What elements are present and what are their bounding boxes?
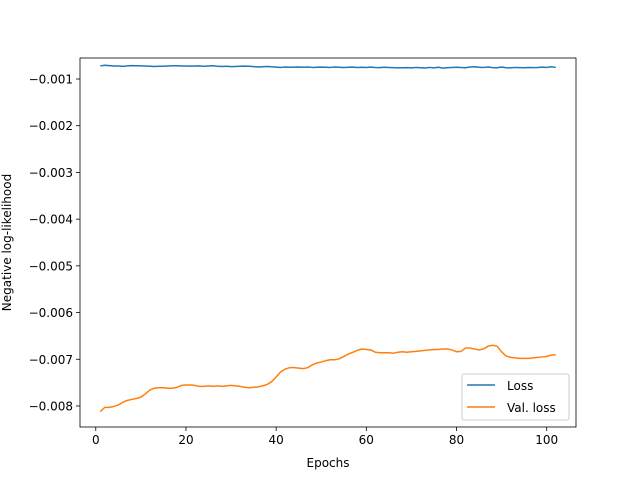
y-tick-label: −0.006 xyxy=(29,306,73,320)
series-line-val-loss xyxy=(99,344,556,413)
y-tick-label: −0.001 xyxy=(29,73,73,87)
y-tick-label: −0.003 xyxy=(29,166,73,180)
x-axis-label: Epochs xyxy=(307,456,350,470)
x-tick-label: 40 xyxy=(269,433,284,447)
y-tick-label: −0.004 xyxy=(29,213,73,227)
legend-label-val-loss: Val. loss xyxy=(507,401,556,415)
series-layer xyxy=(99,64,556,413)
legend: Loss Val. loss xyxy=(461,373,570,421)
x-tick-label: 100 xyxy=(535,433,558,447)
y-tick-label: −0.005 xyxy=(29,259,73,273)
series-line-loss xyxy=(100,64,556,69)
y-axis-ticks: −0.008 −0.007 −0.006 −0.005 −0.004 −0.003 −0.0… xyxy=(29,73,80,413)
y-tick-label: −0.008 xyxy=(29,399,73,413)
plot-frame xyxy=(79,57,577,428)
y-tick-label: −0.007 xyxy=(29,353,73,367)
y-axis-label: Negative log-likelihood xyxy=(0,174,14,311)
x-tick-label: 20 xyxy=(178,433,193,447)
legend-label-loss: Loss xyxy=(507,379,533,393)
x-tick-label: 80 xyxy=(449,433,464,447)
plot-area xyxy=(80,58,576,427)
x-axis-ticks: 0 20 40 60 80 100 xyxy=(92,427,558,447)
x-tick-label: 0 xyxy=(92,433,100,447)
y-tick-label: −0.002 xyxy=(29,119,73,133)
x-tick-label: 60 xyxy=(359,433,374,447)
